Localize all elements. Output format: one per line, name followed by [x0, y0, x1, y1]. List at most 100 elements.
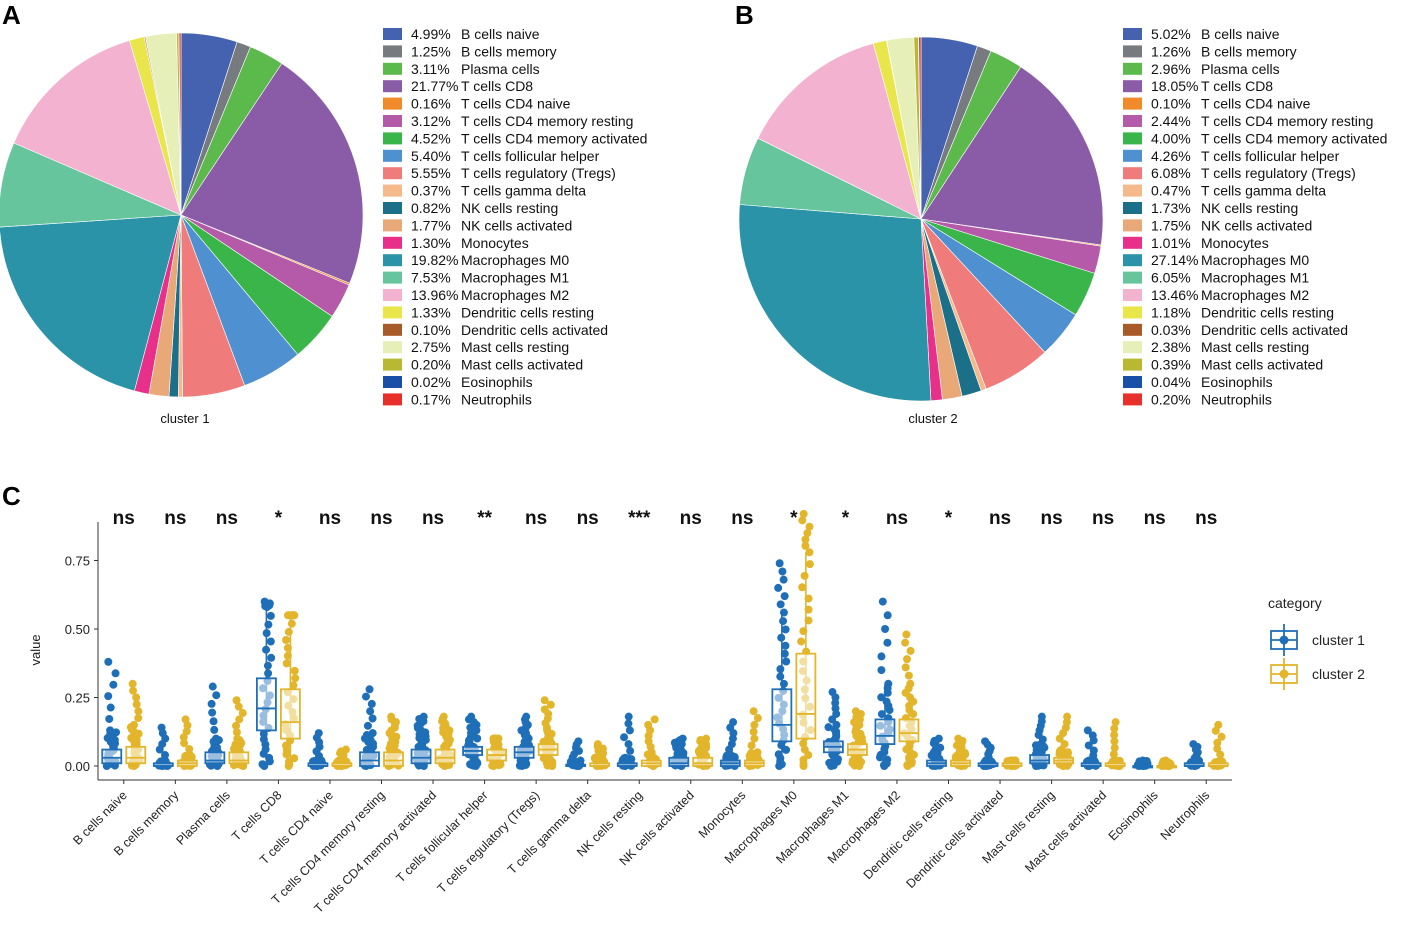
legend-percent: 18.05% [1151, 78, 1198, 94]
box-group-plasma-cells: ns Plasma cells [173, 508, 250, 848]
legend-percent: 0.20% [411, 357, 451, 373]
legend-item-monocytes: 1.01% Monocytes [1123, 235, 1269, 251]
box-cluster-2-t-cells-cd4-memory-resting [383, 712, 404, 770]
data-point [258, 760, 267, 769]
box-cluster-1-t-cells-gamma-delta [565, 737, 587, 770]
legend-category: Eosinophils [1201, 374, 1273, 390]
data-point [290, 754, 299, 763]
legend-swatch-t-cells-cd4-memory-resting [1123, 115, 1142, 127]
box-cluster-1-b-cells-naive [101, 657, 123, 770]
legend-swatch-mast-cells-resting [383, 341, 402, 354]
outlier-point [134, 714, 143, 723]
outlier-point [626, 746, 635, 755]
legend-swatch-macrophages-m2 [1123, 289, 1142, 301]
outlier-point [877, 666, 886, 675]
outlier-point [467, 712, 476, 721]
outlier-point [906, 646, 915, 655]
outlier-point [1084, 741, 1093, 750]
legend-percent: 3.11% [411, 61, 450, 77]
legend-item-eosinophils: 0.02% Eosinophils [383, 374, 533, 390]
outlier-point [904, 671, 913, 680]
legend-category: T cells gamma delta [1201, 183, 1326, 199]
outlier-point [883, 611, 892, 620]
outlier-point [134, 707, 143, 716]
significance-label: ns [886, 508, 908, 529]
legend-item-macrophages-m1: 6.05% Macrophages M1 [1123, 270, 1309, 286]
legend-percent: 2.75% [411, 339, 451, 355]
legend-percent: 1.26% [1151, 43, 1191, 59]
box-cluster-1-b-cells-memory [152, 723, 174, 770]
legend-percent: 0.39% [1151, 357, 1191, 373]
legend-percent: 13.46% [1151, 287, 1198, 303]
pie-slice-macrophages-m0 [0, 214, 182, 392]
legend-percent: 13.96% [411, 287, 458, 303]
outlier-point [902, 630, 911, 639]
box-cluster-1-t-cells-cd8 [256, 597, 277, 770]
outlier-point [540, 705, 549, 714]
outlier-point [363, 721, 372, 730]
outlier-point [209, 717, 218, 726]
legend-swatch-eosinophils [1123, 376, 1142, 388]
legend-item-nk-cells-activated: 1.77% NK cells activated [383, 217, 572, 233]
legend-swatch-t-cells-cd4-memory-resting [383, 115, 402, 127]
legend-category: Macrophages M2 [461, 287, 569, 303]
box-iqr [359, 751, 380, 767]
outlier-point [901, 638, 910, 647]
legend-item-b-cells-memory: 1.26% B cells memory [1123, 43, 1297, 59]
legend-item-t-cells-cd4-naive: 0.10% T cells CD4 naive [1123, 96, 1311, 112]
legend-swatch-dendritic-cells-activated [1123, 323, 1142, 336]
box-cluster-2-t-cells-cd4-memory-activated [434, 712, 456, 770]
legend-swatch-t-cells-cd4-memory-activated [1123, 132, 1142, 145]
outlier-point [801, 541, 810, 550]
legend-swatch-eosinophils [383, 376, 402, 388]
legend-category: T cells CD4 memory activated [1201, 130, 1387, 146]
x-category-label: Dendritic cells activated [903, 788, 1006, 891]
legend-category: T cells follicular helper [1201, 148, 1340, 164]
box-group-macrophages-m1: *Macrophages M1 [773, 508, 868, 866]
significance-label: * [275, 508, 283, 529]
outlier-point [494, 734, 503, 743]
x-category-label: Eosinophils [1106, 788, 1161, 843]
pie-title-cluster-1: cluster 1 [160, 411, 209, 426]
box-cluster-1-dendritic-cells-resting [926, 734, 947, 770]
outlier-point [212, 691, 221, 700]
legend-item-monocytes: 1.30% Monocytes [383, 235, 529, 251]
outlier-point [1110, 730, 1119, 739]
box-iqr [1029, 754, 1050, 765]
outlier-point [749, 727, 758, 736]
outlier-point [828, 688, 837, 697]
outlier-point [232, 696, 241, 705]
legend-category: T cells regulatory (Tregs) [461, 165, 616, 181]
legend-swatch-mast-cells-activated [1123, 358, 1142, 371]
y-axis-title: value [28, 634, 43, 665]
legend-category: NK cells activated [1201, 217, 1312, 233]
data-point [776, 665, 785, 674]
box-group-neutrophils: ns Neutrophils [1158, 508, 1229, 843]
outlier-point [180, 739, 189, 748]
legend-percent: 21.77% [411, 78, 458, 94]
data-point [780, 649, 789, 658]
box-cluster-1-t-cells-cd4-memory-activated [410, 712, 432, 770]
legend-percent: 1.33% [411, 304, 451, 320]
legend-swatch-t-cells-regulatory-tregs [1123, 167, 1142, 180]
significance-label: ** [477, 508, 492, 529]
legend-category: T cells CD4 memory resting [461, 113, 633, 129]
legend-swatch-t-cells-follicular-helper [1123, 149, 1142, 162]
box-iqr [280, 688, 301, 740]
legend-item-t-cells-cd4-memory-resting: 3.12% T cells CD4 memory resting [383, 113, 633, 129]
pie-slice-neutrophils [178, 32, 182, 216]
data-point [906, 679, 915, 688]
box-group-t-cells-cd8: * T cells CD8 [229, 508, 301, 844]
box-iqr [410, 748, 432, 765]
box-cluster-2-b-cells-naive [125, 679, 147, 770]
legend-category: Mast cells activated [461, 357, 583, 373]
outlier-point [179, 733, 188, 742]
data-point [284, 627, 293, 636]
box-cluster-2-t-cells-follicular-helper [486, 734, 507, 770]
legend-item-neutrophils: 0.20% Neutrophils [1123, 391, 1272, 407]
outlier-point [750, 720, 759, 729]
outlier-point [367, 699, 376, 708]
data-point [774, 750, 783, 759]
outlier-point [678, 734, 687, 743]
box-cluster-1-monocytes [719, 718, 741, 770]
